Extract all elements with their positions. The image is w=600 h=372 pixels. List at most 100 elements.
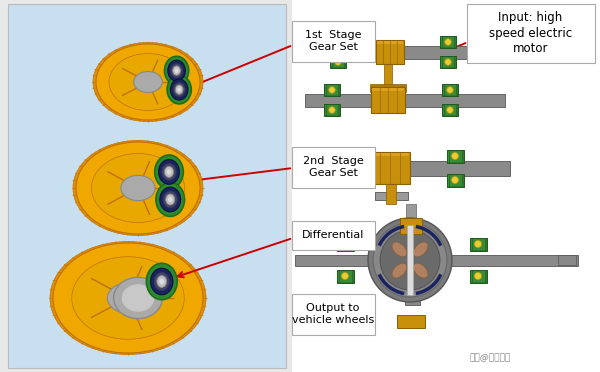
Ellipse shape	[146, 263, 177, 300]
Bar	[441, 57, 455, 67]
Circle shape	[368, 218, 452, 302]
Bar	[405, 295, 420, 305]
Ellipse shape	[168, 197, 173, 202]
Bar	[325, 85, 339, 95]
Bar	[384, 64, 392, 88]
Bar	[305, 93, 505, 106]
Bar	[470, 237, 487, 250]
Circle shape	[445, 59, 451, 65]
Circle shape	[373, 223, 447, 297]
Ellipse shape	[170, 79, 188, 100]
Bar	[305, 45, 510, 58]
Bar	[371, 153, 409, 156]
Circle shape	[451, 176, 458, 183]
Bar	[470, 238, 485, 250]
Bar	[305, 160, 510, 176]
Circle shape	[451, 153, 458, 160]
Bar	[8, 4, 286, 368]
Circle shape	[326, 153, 334, 160]
Bar	[295, 254, 578, 266]
Bar	[324, 84, 340, 96]
Bar	[376, 40, 404, 64]
Ellipse shape	[72, 257, 184, 339]
Ellipse shape	[50, 241, 206, 355]
Bar	[292, 0, 600, 372]
Bar	[443, 105, 457, 115]
Ellipse shape	[93, 42, 203, 122]
Circle shape	[329, 87, 335, 93]
Ellipse shape	[91, 154, 185, 222]
Bar	[440, 56, 456, 68]
Ellipse shape	[392, 242, 407, 257]
Ellipse shape	[167, 169, 171, 174]
Ellipse shape	[173, 66, 181, 75]
Bar	[446, 173, 464, 186]
Bar	[330, 36, 346, 48]
Ellipse shape	[154, 272, 169, 291]
Ellipse shape	[157, 276, 167, 288]
Ellipse shape	[121, 175, 155, 201]
Ellipse shape	[173, 83, 185, 97]
Bar	[370, 152, 410, 184]
Ellipse shape	[164, 56, 188, 85]
Bar	[330, 56, 346, 68]
Bar	[470, 270, 485, 282]
Ellipse shape	[172, 82, 183, 91]
Bar	[322, 173, 338, 186]
Ellipse shape	[166, 194, 175, 205]
Circle shape	[447, 87, 453, 93]
Polygon shape	[490, 45, 530, 59]
FancyBboxPatch shape	[292, 20, 374, 61]
Bar	[370, 84, 406, 92]
Ellipse shape	[162, 190, 175, 201]
Bar	[440, 36, 456, 48]
Ellipse shape	[413, 242, 428, 257]
Bar	[442, 84, 458, 96]
Ellipse shape	[73, 141, 203, 235]
Ellipse shape	[170, 64, 182, 78]
Text: 知乎@驱动机界: 知乎@驱动机界	[469, 353, 511, 362]
Bar	[337, 238, 353, 250]
Ellipse shape	[175, 68, 179, 73]
Text: Output to
vehicle wheels: Output to vehicle wheels	[292, 303, 374, 325]
Bar	[406, 204, 416, 218]
Bar	[331, 37, 345, 47]
Bar	[397, 315, 425, 328]
Bar	[377, 41, 403, 44]
Ellipse shape	[156, 183, 185, 217]
Ellipse shape	[177, 87, 181, 92]
Circle shape	[341, 240, 349, 247]
Ellipse shape	[113, 278, 163, 319]
Bar	[446, 150, 464, 163]
Ellipse shape	[155, 155, 184, 189]
Ellipse shape	[167, 75, 191, 104]
Bar	[442, 104, 458, 116]
Ellipse shape	[109, 54, 187, 110]
Bar	[323, 151, 337, 161]
Circle shape	[475, 272, 482, 279]
FancyBboxPatch shape	[292, 294, 374, 334]
FancyBboxPatch shape	[467, 3, 595, 62]
Bar	[323, 174, 337, 186]
Ellipse shape	[392, 263, 407, 278]
Ellipse shape	[169, 63, 181, 72]
Bar	[448, 151, 463, 161]
Ellipse shape	[76, 142, 200, 234]
Ellipse shape	[168, 60, 185, 81]
Circle shape	[335, 39, 341, 45]
Bar	[407, 225, 413, 295]
Ellipse shape	[121, 284, 155, 312]
Ellipse shape	[96, 44, 200, 120]
Ellipse shape	[107, 283, 149, 313]
Circle shape	[326, 176, 334, 183]
Bar	[372, 88, 404, 91]
Bar	[371, 87, 405, 113]
Bar	[441, 37, 455, 47]
Ellipse shape	[413, 263, 428, 278]
Ellipse shape	[162, 163, 176, 180]
Ellipse shape	[151, 268, 173, 295]
Text: 1st  Stage
Gear Set: 1st Stage Gear Set	[305, 30, 361, 52]
Bar	[375, 192, 408, 200]
Circle shape	[445, 39, 451, 45]
Circle shape	[329, 107, 335, 113]
